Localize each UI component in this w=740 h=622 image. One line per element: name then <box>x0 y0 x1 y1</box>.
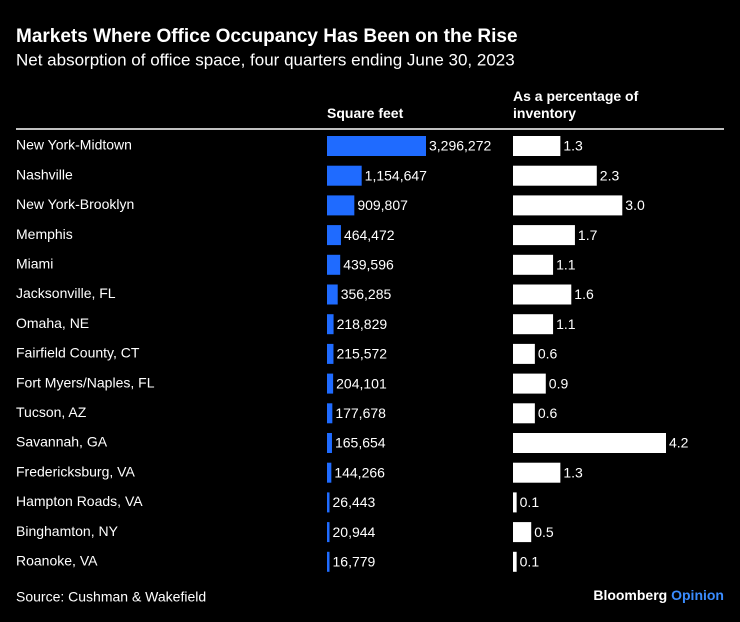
bar <box>327 462 332 483</box>
category-label: Savannah, GA <box>16 434 108 450</box>
category-label: Fairfield County, CT <box>16 345 140 361</box>
value-label: 26,443 <box>333 494 376 510</box>
value-label: 0.5 <box>534 524 554 540</box>
bar <box>513 403 535 424</box>
value-label: 909,807 <box>357 197 408 213</box>
bar <box>513 165 597 186</box>
category-label: New York-Brooklyn <box>16 196 134 212</box>
category-label: Fredericksburg, VA <box>16 463 135 479</box>
bar <box>513 462 561 483</box>
value-label: 0.6 <box>538 346 558 362</box>
bar <box>327 136 426 156</box>
credit: Bloomberg Opinion <box>593 587 724 603</box>
value-label: 144,266 <box>334 464 385 480</box>
value-label: 204,101 <box>336 375 387 391</box>
bar <box>513 195 623 216</box>
value-label: 0.9 <box>549 375 569 391</box>
bar <box>513 314 554 335</box>
chart-subtitle: Net absorption of office space, four qua… <box>16 50 515 69</box>
value-label: 1.1 <box>556 257 576 273</box>
value-label: 1,154,647 <box>365 167 427 183</box>
value-label: 0.1 <box>520 554 540 570</box>
bar <box>513 343 535 364</box>
series-header: As a percentage of inventory <box>513 88 639 121</box>
value-label: 165,654 <box>335 435 386 451</box>
credit-name: Bloomberg <box>593 587 667 603</box>
value-label: 0.1 <box>520 494 540 510</box>
value-label: 3,296,272 <box>429 138 491 154</box>
chart-title: Markets Where Office Occupancy Has Been … <box>16 26 518 47</box>
value-label: 1.1 <box>556 316 576 332</box>
value-label: 1.7 <box>578 227 598 243</box>
bar <box>327 195 355 216</box>
bar <box>327 551 330 572</box>
value-label: 16,779 <box>333 554 376 570</box>
bar <box>327 225 341 246</box>
bar <box>327 433 332 453</box>
value-label: 0.6 <box>538 405 558 421</box>
bar <box>327 373 334 394</box>
category-label: Miami <box>16 256 53 272</box>
value-label: 4.2 <box>669 435 689 451</box>
bar <box>327 403 333 424</box>
source: Source: Cushman & Wakefield <box>16 589 206 605</box>
bar <box>327 522 330 543</box>
bar <box>327 165 362 186</box>
category-label: Nashville <box>16 166 73 182</box>
category-label: Fort Myers/Naples, FL <box>16 374 155 390</box>
value-label: 1.3 <box>563 464 583 480</box>
bar <box>513 433 666 453</box>
category-label: Omaha, NE <box>16 315 89 331</box>
value-label: 1.3 <box>563 138 583 154</box>
category-label: Tucson, AZ <box>16 404 87 420</box>
value-label: 215,572 <box>336 346 387 362</box>
value-label: 439,596 <box>343 257 394 273</box>
bar <box>327 314 334 335</box>
category-label: Binghamton, NY <box>16 523 119 539</box>
value-label: 218,829 <box>337 316 388 332</box>
bar <box>327 254 341 275</box>
value-label: 2.3 <box>600 167 620 183</box>
value-label: 177,678 <box>335 405 386 421</box>
value-label: 356,285 <box>341 286 392 302</box>
bar <box>513 492 517 513</box>
value-label: 20,944 <box>333 524 376 540</box>
series-header: Square feet <box>327 105 404 121</box>
category-label: Jacksonville, FL <box>16 285 116 301</box>
value-label: 3.0 <box>625 197 645 213</box>
value-label: 464,472 <box>344 227 395 243</box>
bar <box>513 551 517 572</box>
credit-label: Opinion <box>671 587 724 603</box>
bar <box>513 284 572 305</box>
bar <box>513 522 532 543</box>
bar <box>513 136 561 156</box>
category-label: Hampton Roads, VA <box>16 493 143 509</box>
value-label: 1.6 <box>574 286 594 302</box>
bar <box>327 492 330 513</box>
bar <box>327 284 338 305</box>
bar <box>327 343 334 364</box>
category-label: New York-Midtown <box>16 137 132 153</box>
category-label: Memphis <box>16 226 73 242</box>
bar <box>513 225 575 246</box>
bar <box>513 254 554 275</box>
category-label: Roanoke, VA <box>16 553 98 569</box>
bar <box>513 373 546 394</box>
